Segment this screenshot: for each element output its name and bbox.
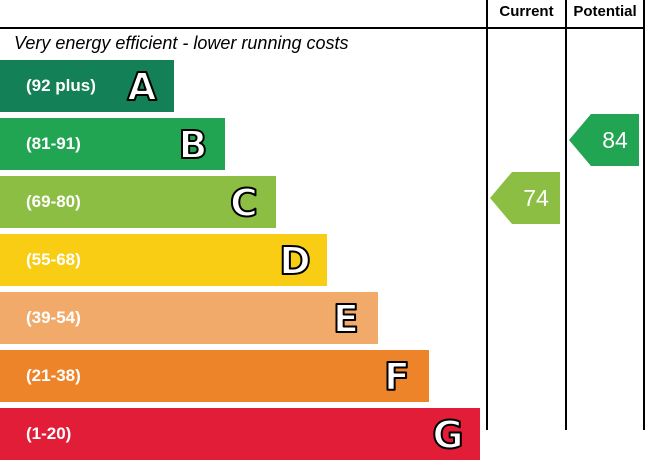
band-letter-text: B [179,123,208,167]
band-range-label: (1-20) [26,424,72,443]
band-range-label: (69-80) [26,192,81,211]
band-letter: C [229,180,259,226]
potential-rating-marker: 84 [569,114,639,166]
right-border [643,0,645,430]
potential-rating-marker-arrow [569,114,639,166]
current-rating-marker: 74 [490,172,560,224]
potential-header: Potential [573,3,637,20]
band-letter: F [383,354,411,400]
band-e: (39-54) E [0,292,378,344]
efficiency-caption: Very energy efficient - lower running co… [14,33,349,53]
band-range-label: (92 plus) [26,76,96,95]
current-rating-marker-value: 74 [523,185,549,211]
band-range-label: (81-91) [26,134,81,153]
band-letter: G [431,412,464,458]
band-range-label: (55-68) [26,250,81,269]
band-letter-text: G [432,413,463,457]
band-range-label: (39-54) [26,308,81,327]
band-b: (81-91) B [0,118,225,170]
band-letter: E [332,296,360,342]
divider-right [565,0,567,430]
band-letter: D [278,238,312,284]
top-border [0,27,645,29]
current-header: Current [499,3,554,20]
band-letter-text: C [230,181,258,225]
band-letter-text: E [333,297,359,341]
band-d: (55-68) D [0,234,327,286]
band-letter: B [178,122,209,168]
band-range-label: (21-38) [26,366,81,385]
band-letter-text: F [384,355,410,399]
band-a: (92 plus) A [0,60,174,112]
potential-rating-marker-value: 84 [602,127,628,153]
current-rating-marker-arrow [490,172,560,224]
band-c: (69-80) C [0,176,276,228]
band-letter-text: D [279,239,311,283]
band-letter: A [126,64,158,110]
band-letter-text: A [127,65,157,109]
divider-left [486,0,488,430]
band-f: (21-38) F [0,350,429,402]
band-g: (1-20) G [0,408,480,460]
